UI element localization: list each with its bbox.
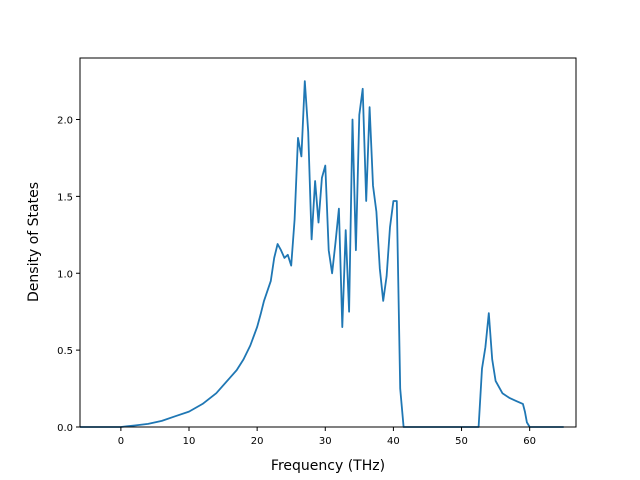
y-tick-label: 2.0 <box>57 116 73 127</box>
x-tick-label: 50 <box>455 436 468 447</box>
x-tick-label: 20 <box>251 436 264 447</box>
axes-frame <box>79 57 577 428</box>
y-axis-ticks: 0.0 0.5 1.0 1.5 2.0 <box>57 116 80 434</box>
dos-series-line-0 <box>80 80 564 428</box>
y-tick-label: 1.5 <box>57 192 73 203</box>
x-axis-label: Frequency (THz) <box>271 458 385 474</box>
plot-area <box>80 80 564 428</box>
y-tick-label: 1.0 <box>57 269 73 280</box>
y-tick-label: 0.5 <box>57 346 73 357</box>
x-tick-label: 30 <box>319 436 332 447</box>
x-tick-label: 10 <box>183 436 196 447</box>
y-axis-label: Density of States <box>26 182 42 302</box>
x-axis-ticks: 0 10 20 30 40 50 60 <box>118 427 536 447</box>
x-tick-label: 40 <box>387 436 400 447</box>
x-tick-label: 0 <box>118 436 124 447</box>
y-tick-label: 0.0 <box>57 423 73 434</box>
x-tick-label: 60 <box>523 436 536 447</box>
